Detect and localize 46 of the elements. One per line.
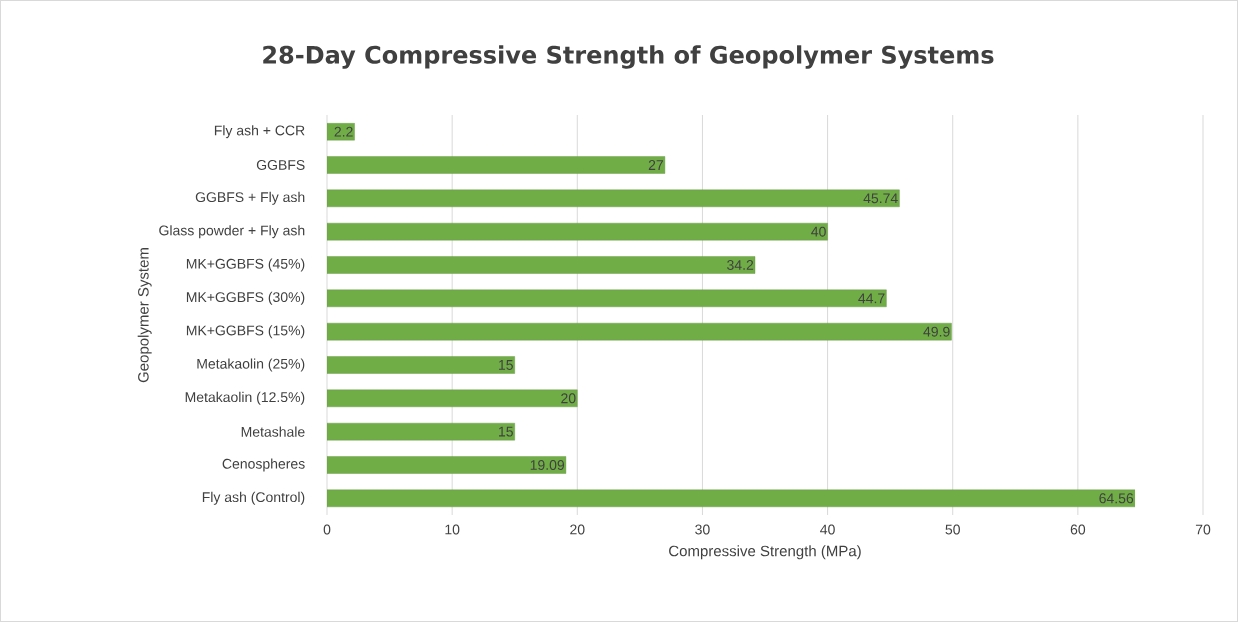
y-tick-label: MK+GGBFS (30%) [186, 291, 305, 305]
y-tick-label: Metashale [241, 426, 305, 437]
y-tick-label: GGBFS + Fly ash [195, 191, 305, 205]
x-tick-label: 30 [695, 524, 710, 535]
x-tick-label: 70 [1195, 524, 1211, 535]
y-tick-label: MK+GGBFS (15%) [186, 325, 305, 339]
x-tick-label: 50 [945, 524, 960, 535]
x-tick-label: 20 [570, 524, 585, 535]
bar [327, 289, 887, 308]
data-label: 34.2 [727, 260, 754, 270]
bar [327, 489, 1136, 508]
data-label: 49.9 [923, 326, 950, 337]
data-label: 64.56 [1099, 493, 1134, 504]
y-axis-title: Geopolymer System [137, 248, 152, 383]
x-tick-label: 60 [1070, 524, 1086, 535]
y-tick-label: Cenospheres [222, 458, 305, 472]
y-tick-label: Fly ash + CCR [214, 125, 305, 139]
data-label: 2.2 [334, 126, 353, 137]
bar [327, 422, 515, 441]
data-label: 15 [499, 426, 513, 437]
y-tick-label: GGBFS [256, 160, 305, 170]
x-tick-label: 40 [820, 524, 835, 535]
chart-title: 28-Day Compressive Strength of Geopolymer Systems [263, 45, 994, 69]
data-label: 44.7 [858, 293, 885, 304]
y-tick-label: Glass powder + Fly ash [159, 225, 305, 239]
bar [327, 189, 900, 208]
x-tick-label: 0 [323, 524, 331, 535]
bar [327, 256, 756, 274]
bar [327, 222, 828, 241]
data-label: 40 [811, 226, 826, 237]
bar [327, 456, 567, 474]
y-tick-label: Fly ash (Control) [202, 491, 305, 505]
data-label: 15 [499, 360, 513, 370]
data-label: 19.09 [530, 460, 565, 470]
y-tick-label: Metakaolin (25%) [197, 358, 305, 372]
x-tick-label: 10 [445, 524, 460, 535]
y-tick-label: Metakaolin (12.5%) [185, 391, 305, 405]
data-label: 27 [648, 160, 663, 170]
x-axis-title: Compressive Strength (MPa) [669, 545, 861, 560]
bar [327, 356, 515, 374]
bar [327, 389, 578, 408]
bar [327, 322, 952, 341]
bar [327, 156, 666, 174]
y-tick-label: MK+GGBFS (45%) [186, 258, 305, 272]
data-label: 45.74 [863, 193, 898, 204]
data-label: 20 [561, 393, 576, 404]
